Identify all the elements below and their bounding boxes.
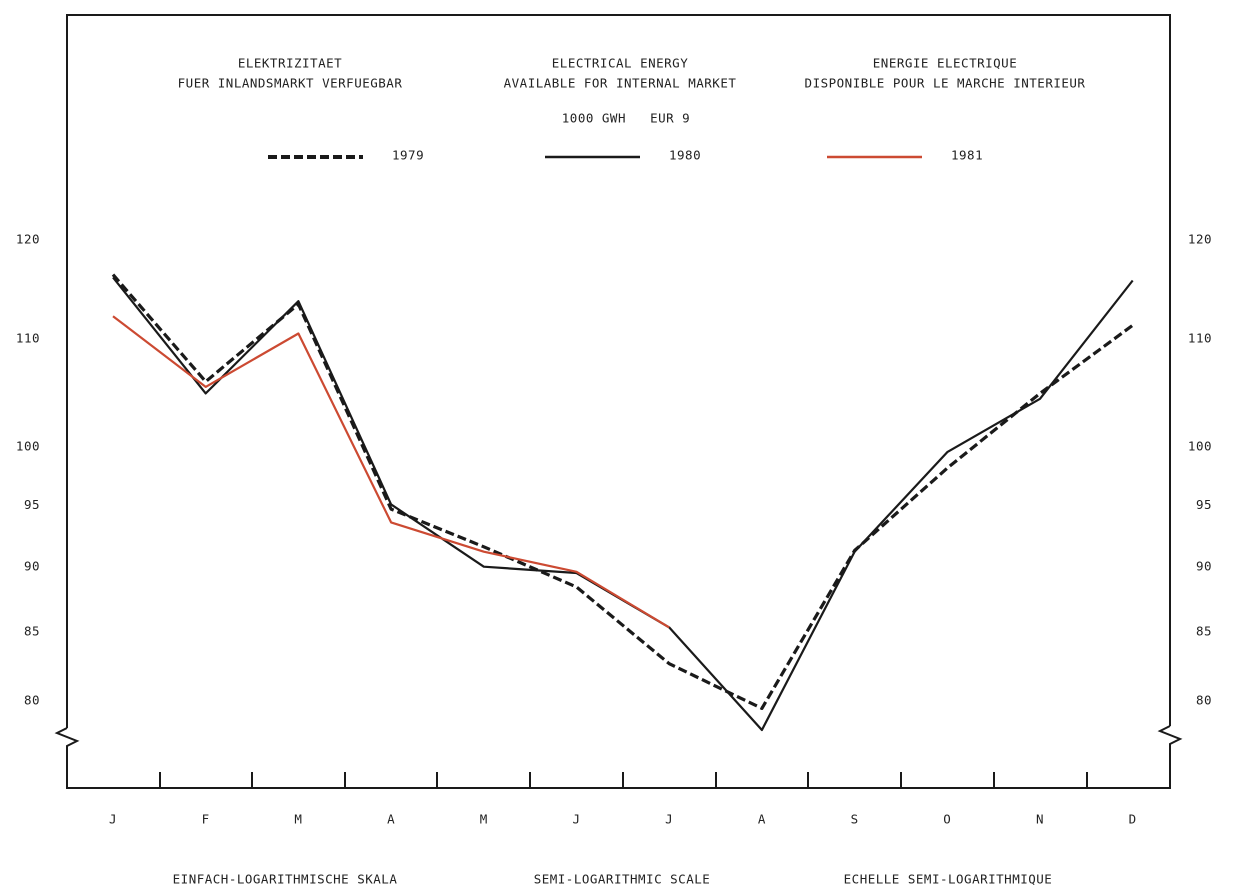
y-tick-label-right: 110 bbox=[1188, 330, 1212, 345]
x-tick-label: N bbox=[1036, 812, 1044, 827]
y-tick-label-right: 80 bbox=[1196, 692, 1212, 707]
legend-label: 1980 bbox=[669, 148, 701, 163]
x-tick-label: F bbox=[202, 812, 210, 827]
y-tick-label: 120 bbox=[16, 231, 40, 246]
y-tick-label: 95 bbox=[24, 497, 40, 512]
plot-frame bbox=[54, 14, 1183, 789]
footer-text: EINFACH-LOGARITHMISCHE SKALA bbox=[173, 872, 398, 887]
title-line: ENERGIE ELECTRIQUE bbox=[873, 56, 1017, 71]
y-tick-label: 85 bbox=[24, 624, 40, 639]
y-tick-label-right: 95 bbox=[1196, 497, 1212, 512]
y-tick-label-right: 90 bbox=[1196, 559, 1212, 574]
x-tick-label: A bbox=[387, 812, 395, 827]
title-line: DISPONIBLE POUR LE MARCHE INTERIEUR bbox=[805, 76, 1086, 91]
x-tick-marks bbox=[159, 772, 1088, 788]
x-tick-label: M bbox=[294, 812, 302, 827]
y-tick-label: 100 bbox=[16, 439, 40, 454]
footer-text: ECHELLE SEMI-LOGARITHMIQUE bbox=[844, 872, 1053, 887]
y-tick-label: 80 bbox=[24, 692, 40, 707]
y-tick-label-right: 100 bbox=[1188, 439, 1212, 454]
y-tick-label: 110 bbox=[16, 330, 40, 345]
x-tick-label: M bbox=[480, 812, 488, 827]
x-tick-label: J bbox=[572, 812, 580, 827]
x-tick-label: O bbox=[943, 812, 951, 827]
legend-label: 1981 bbox=[951, 148, 983, 163]
x-tick-label: S bbox=[851, 812, 859, 827]
footer-text: SEMI-LOGARITHMIC SCALE bbox=[534, 872, 711, 887]
y-tick-label-right: 120 bbox=[1188, 231, 1212, 246]
x-tick-label: J bbox=[109, 812, 117, 827]
subtitle: 1000 GWH EUR 9 bbox=[562, 111, 690, 126]
legend-label: 1979 bbox=[392, 148, 424, 163]
title-line: ELEKTRIZITAET bbox=[238, 56, 342, 71]
x-tick-label: A bbox=[758, 812, 766, 827]
x-tick-label: D bbox=[1129, 812, 1137, 827]
series-line bbox=[112, 315, 670, 629]
x-tick-label: J bbox=[665, 812, 673, 827]
title-line: AVAILABLE FOR INTERNAL MARKET bbox=[504, 76, 737, 91]
y-tick-label-right: 85 bbox=[1196, 624, 1212, 639]
y-tick-label: 90 bbox=[24, 559, 40, 574]
title-line: FUER INLANDSMARKT VERFUEGBAR bbox=[178, 76, 403, 91]
title-line: ELECTRICAL ENERGY bbox=[552, 56, 688, 71]
series-line bbox=[111, 273, 1134, 710]
series-line bbox=[112, 276, 1134, 732]
